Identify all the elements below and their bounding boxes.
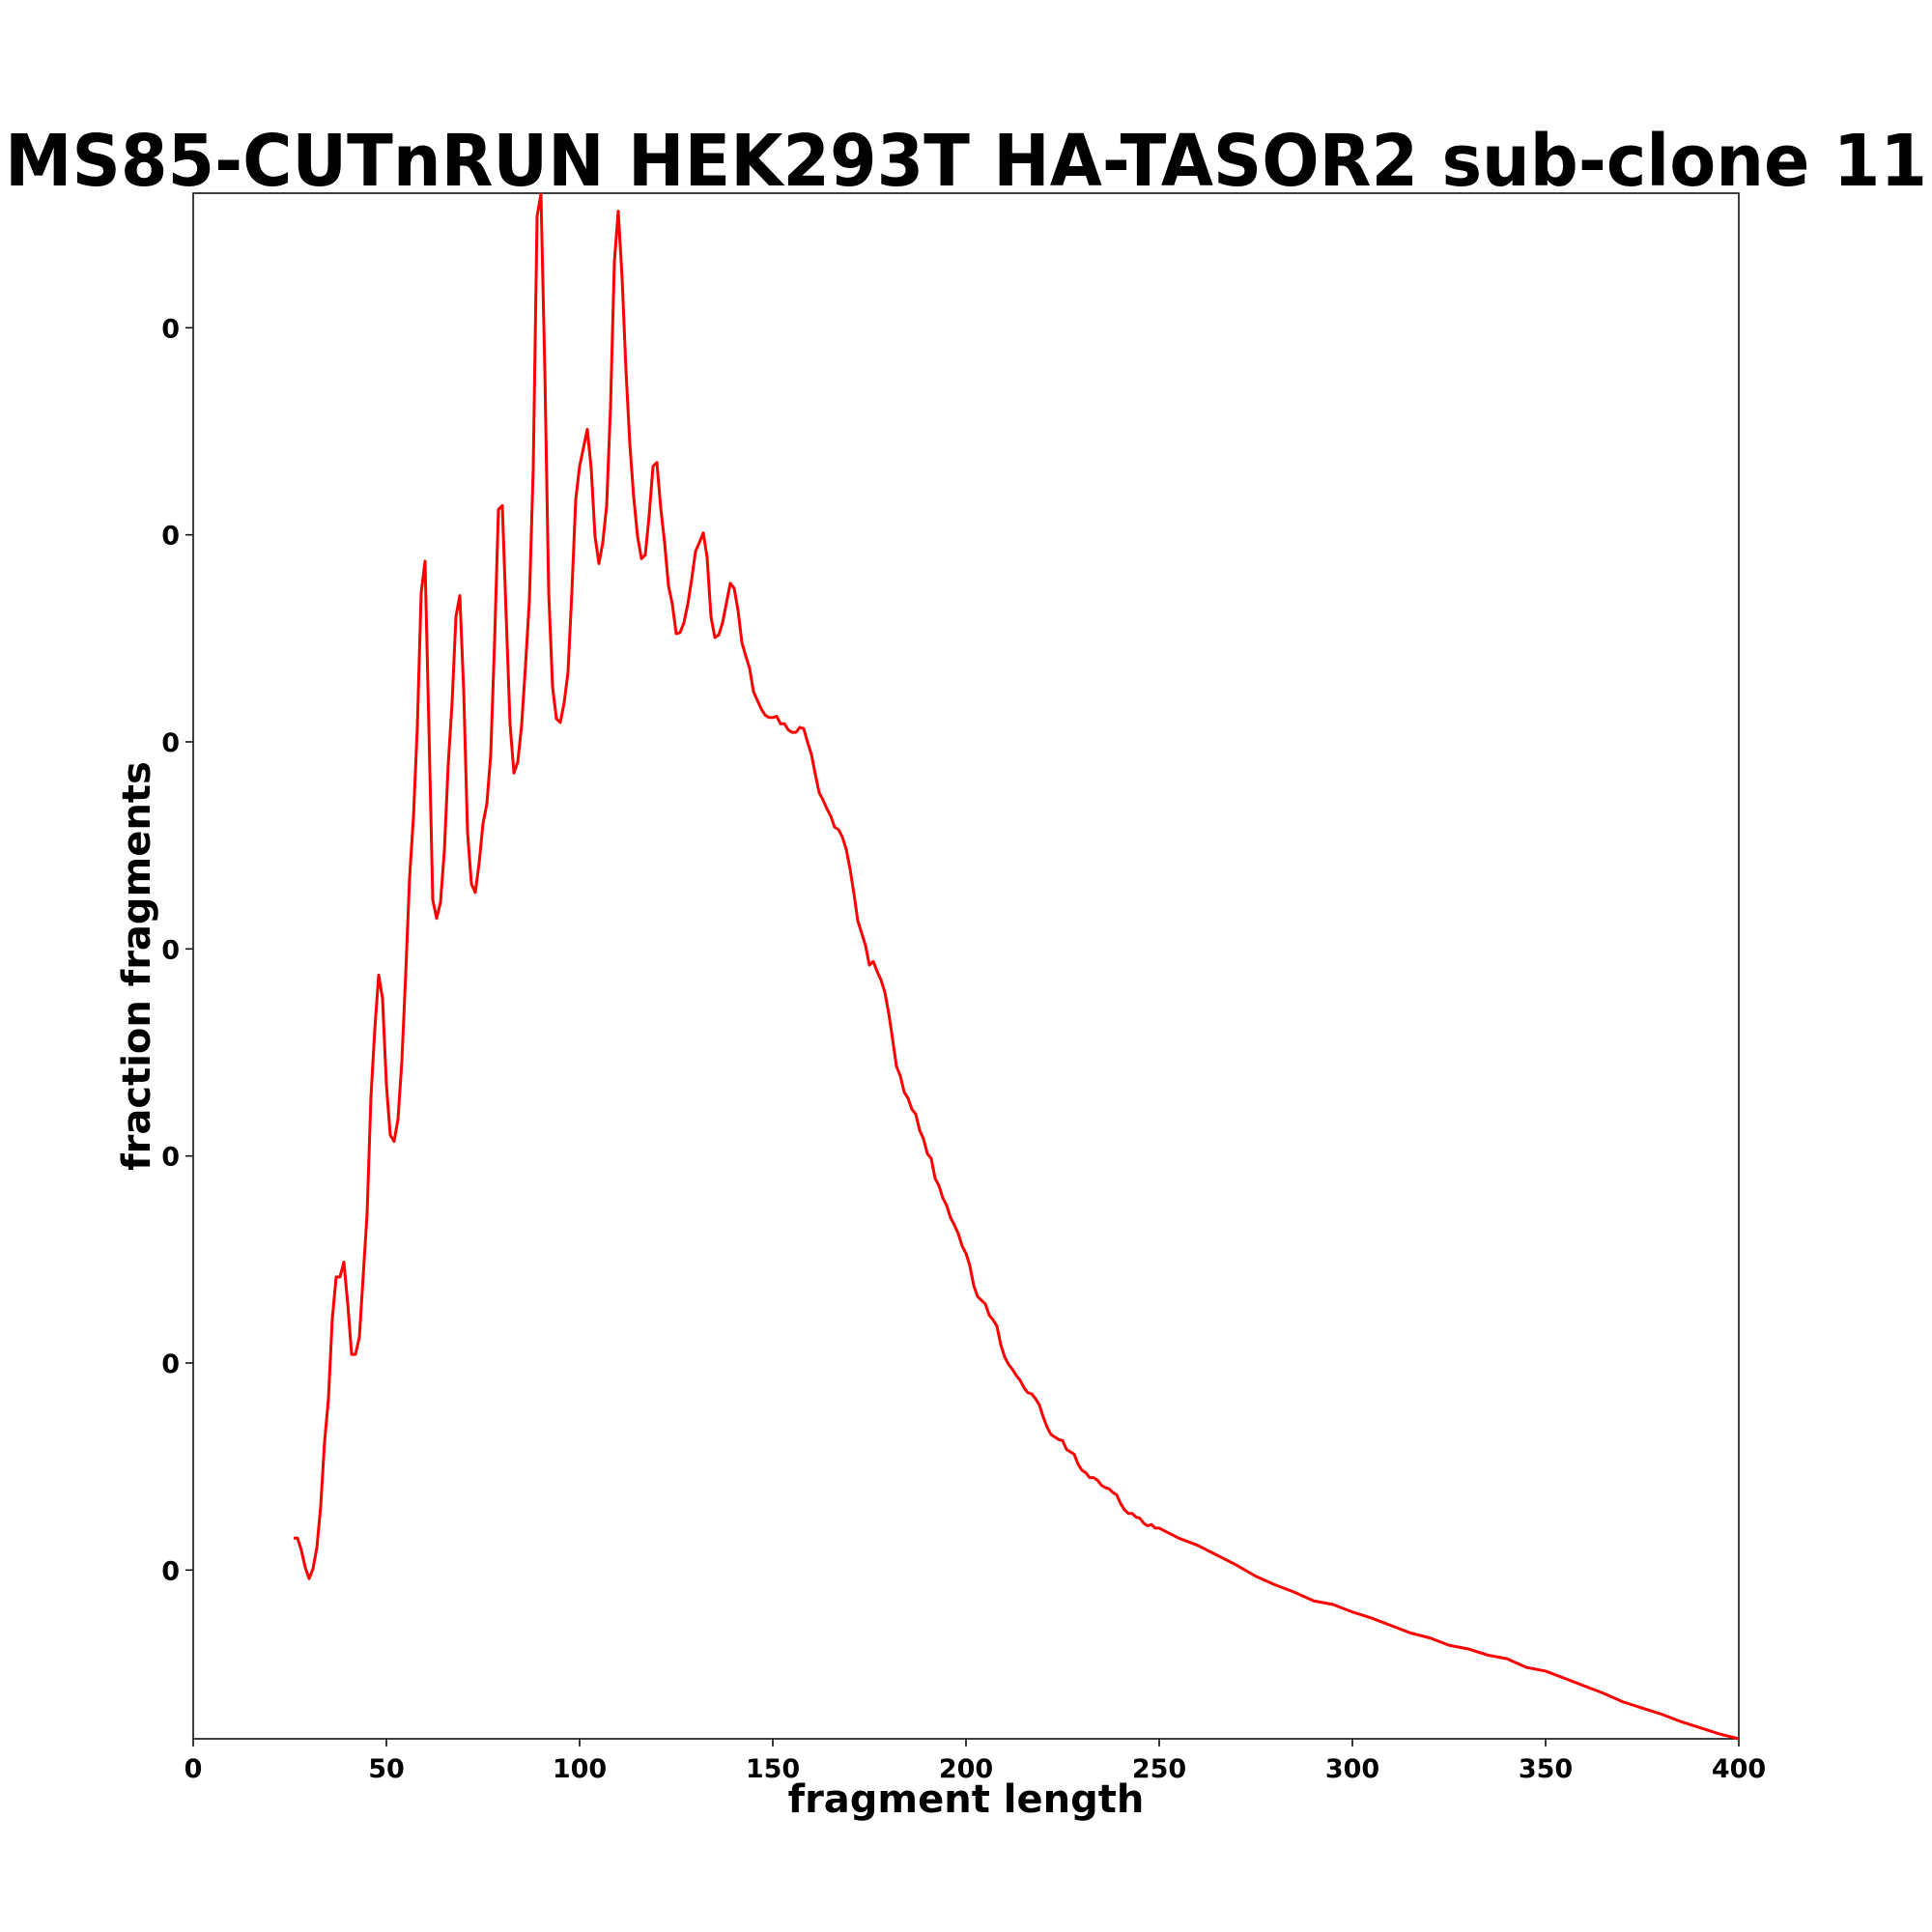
- y-tick-label: 0: [161, 935, 180, 965]
- x-tick-label: 250: [1132, 1754, 1186, 1784]
- y-tick-label: 0: [161, 728, 180, 758]
- plot-frame: [192, 192, 1740, 1740]
- y-tick-label: 0: [161, 1350, 180, 1379]
- x-tick-label: 300: [1325, 1754, 1379, 1784]
- x-tick-label: 150: [746, 1754, 800, 1784]
- x-tick-label: 200: [939, 1754, 993, 1784]
- y-tick-label: 0: [161, 314, 180, 344]
- y-axis-label: fraction fragments: [115, 761, 159, 1171]
- chart-title: MS85-CUTnRUN HEK293T HA-TASOR2 sub-clone…: [5, 120, 1927, 203]
- x-axis-label: fragment length: [788, 1777, 1145, 1822]
- y-tick-label: 0: [161, 1143, 180, 1173]
- x-tick-label: 100: [553, 1754, 607, 1784]
- data-line: [294, 192, 1740, 1741]
- y-tick-label: 0: [161, 522, 180, 552]
- x-tick-label: 400: [1712, 1754, 1766, 1784]
- x-tick-label: 50: [368, 1754, 405, 1784]
- x-tick-label: 350: [1519, 1754, 1573, 1784]
- x-tick-label: 0: [185, 1754, 203, 1784]
- y-tick-label: 0: [161, 1556, 180, 1586]
